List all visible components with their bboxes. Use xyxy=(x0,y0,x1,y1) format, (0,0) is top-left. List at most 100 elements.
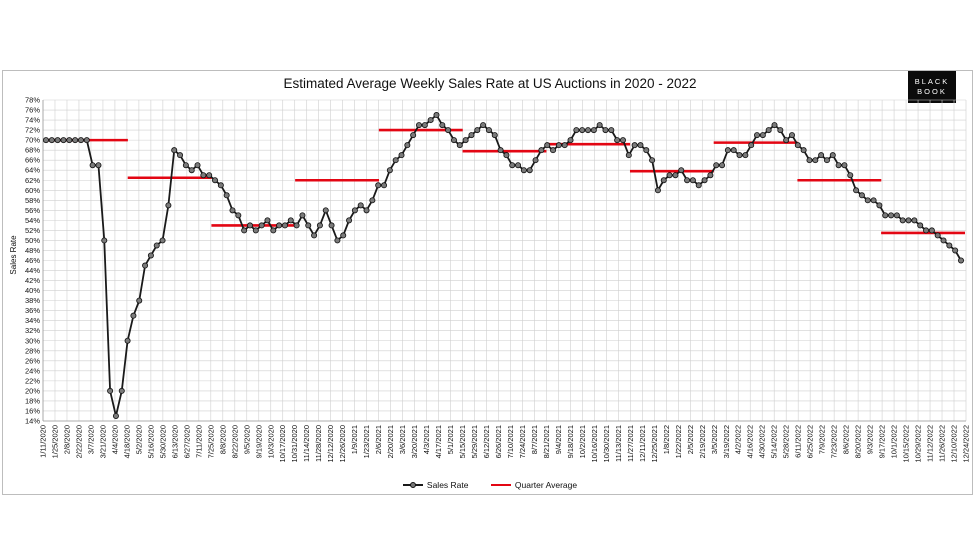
sales-rate-point xyxy=(928,227,935,234)
x-tick-label: 1/25/2020 xyxy=(50,425,59,458)
sales-rate-point xyxy=(107,387,114,394)
x-tick-label: 10/30/2021 xyxy=(602,425,611,463)
sales-rate-point xyxy=(538,147,545,154)
x-tick-label: 4/17/2021 xyxy=(434,425,443,458)
y-axis-label: Sales Rate xyxy=(9,235,18,275)
x-tick-label: 10/31/2020 xyxy=(290,425,299,463)
sales-rate-point xyxy=(585,127,592,134)
x-tick-label: 10/17/2020 xyxy=(278,425,287,463)
x-tick-label: 9/18/2021 xyxy=(566,425,575,458)
sales-rate-point xyxy=(462,137,469,144)
sales-rate-point xyxy=(672,172,679,179)
x-tick-label: 6/25/2022 xyxy=(806,425,815,458)
chart-frame xyxy=(2,70,973,495)
x-tick-label: 4/2/2022 xyxy=(734,425,743,454)
x-tick-label: 2/20/2021 xyxy=(386,425,395,458)
sales-rate-series xyxy=(43,112,965,419)
x-tick-label: 12/10/2022 xyxy=(950,425,959,463)
x-axis-ticks: 1/11/2020 1/25/2020 2/8/2020 2/22/2020 3/7/2… xyxy=(39,425,971,463)
x-tick-label: 9/5/2020 xyxy=(242,425,251,454)
sales-rate-point xyxy=(375,182,382,189)
x-tick-label: 10/1/2022 xyxy=(890,425,899,458)
sales-rate-point xyxy=(713,162,720,169)
x-tick-label: 12/26/2020 xyxy=(338,425,347,463)
y-tick-label: 56% xyxy=(25,206,40,215)
sales-rate-point xyxy=(252,227,259,234)
sales-rate-point xyxy=(223,192,230,199)
x-tick-label: 9/3/2022 xyxy=(866,425,875,454)
sales-rate-point xyxy=(555,142,562,149)
sales-rate-point xyxy=(118,387,125,394)
sales-rate-point xyxy=(270,227,277,234)
sales-rate-point xyxy=(386,167,393,174)
sales-rate-point xyxy=(771,122,778,129)
sales-rate-point xyxy=(788,132,795,139)
sales-rate-point xyxy=(165,202,172,209)
x-tick-label: 10/3/2020 xyxy=(266,425,275,458)
x-tick-label: 3/21/2020 xyxy=(98,425,107,458)
y-tick-label: 38% xyxy=(25,296,40,305)
gridlines xyxy=(42,99,967,422)
sales-rate-point xyxy=(194,162,201,169)
y-tick-label: 52% xyxy=(25,226,40,235)
x-tick-label: 8/21/2021 xyxy=(542,425,551,458)
x-tick-label: 9/17/2022 xyxy=(878,425,887,458)
sales-rate-point xyxy=(730,147,737,154)
chart-title: Estimated Average Weekly Sales Rate at U… xyxy=(283,76,697,91)
x-tick-label: 2/8/2020 xyxy=(62,425,71,454)
sales-rate-point xyxy=(748,142,755,149)
x-tick-label: 9/19/2020 xyxy=(254,425,263,458)
legend-swatch-sales-rate xyxy=(402,482,423,488)
y-tick-label: 62% xyxy=(25,176,40,185)
logo-line-1: BLACK xyxy=(914,77,950,86)
sales-rate-point xyxy=(818,152,825,159)
sales-rate-point xyxy=(625,152,632,159)
sales-rate-point xyxy=(491,132,498,139)
sales-rate-point xyxy=(497,147,504,154)
y-tick-label: 50% xyxy=(25,236,40,245)
sales-rate-point xyxy=(509,162,516,169)
sales-rate-point xyxy=(934,232,941,239)
sales-rate-point xyxy=(724,147,731,154)
x-tick-label: 7/11/2020 xyxy=(194,425,203,458)
sales-rate-point xyxy=(684,177,691,184)
x-tick-label: 12/12/2020 xyxy=(326,425,335,463)
sales-rate-point xyxy=(415,122,422,129)
y-tick-label: 54% xyxy=(25,216,40,225)
sales-rate-point xyxy=(666,172,673,179)
x-tick-label: 12/24/2022 xyxy=(962,425,971,463)
x-tick-label: 5/1/2021 xyxy=(446,425,455,454)
x-tick-label: 9/4/2021 xyxy=(554,425,563,454)
sales-rate-point xyxy=(142,262,149,269)
sales-rate-point xyxy=(882,212,889,219)
sales-rate-point xyxy=(503,152,510,159)
y-tick-label: 34% xyxy=(25,316,40,325)
sales-rate-point xyxy=(130,312,137,319)
sales-rate-point xyxy=(392,157,399,164)
quarter-average-series xyxy=(44,128,965,235)
y-tick-label: 36% xyxy=(25,306,40,315)
x-tick-label: 11/14/2020 xyxy=(302,425,311,462)
y-tick-label: 68% xyxy=(25,146,40,155)
legend-label-quarter-average: Quarter Average xyxy=(514,480,578,490)
sales-rate-point xyxy=(742,152,749,159)
sales-rate-point xyxy=(736,152,743,159)
y-tick-label: 76% xyxy=(25,106,40,115)
sales-rate-point xyxy=(841,162,848,169)
sales-rate-point xyxy=(171,147,178,154)
x-tick-label: 6/12/2021 xyxy=(482,425,491,458)
x-tick-label: 5/2/2020 xyxy=(134,425,143,454)
sales-rate-point xyxy=(480,122,487,129)
x-tick-label: 3/19/2022 xyxy=(722,425,731,458)
x-tick-label: 5/28/2022 xyxy=(782,425,791,458)
sales-rate-point xyxy=(654,187,661,194)
sales-rate-point xyxy=(369,197,376,204)
x-tick-label: 10/29/2022 xyxy=(914,425,923,463)
sales-rate-point xyxy=(101,237,108,244)
sales-rate-point xyxy=(876,202,883,209)
x-tick-label: 8/20/2022 xyxy=(854,425,863,458)
x-tick-label: 5/30/2020 xyxy=(158,425,167,458)
sales-rate-point xyxy=(229,207,236,214)
legend: Sales Rate Quarter Average xyxy=(0,478,980,490)
sales-rate-point xyxy=(550,147,557,154)
